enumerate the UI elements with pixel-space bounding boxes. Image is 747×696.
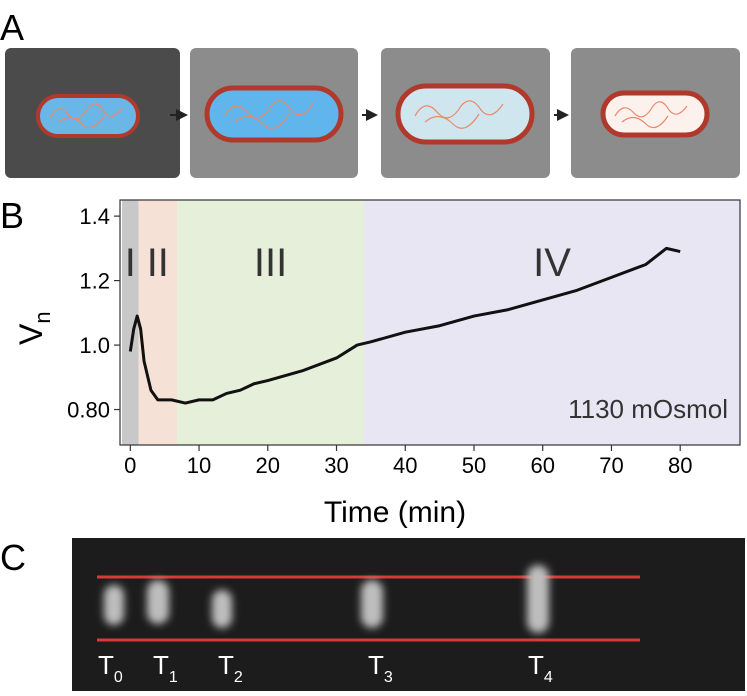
time-label: T4 (528, 650, 553, 686)
y-axis-title-main: V (13, 323, 49, 345)
phase-region (122, 200, 139, 445)
annotation: 1130 mOsmol (568, 394, 728, 424)
x-tick-label: 0 (124, 453, 136, 478)
time-label-main: T (153, 650, 169, 680)
chart: I II III IV0.801.01.21.40 10 20 30 40 50 60 70 80Ti… (13, 199, 741, 529)
phase-label: IV (533, 241, 571, 285)
time-label: T1 (153, 650, 178, 686)
x-tick-label: 10 (187, 453, 211, 478)
phase-region (177, 200, 365, 445)
time-label: T3 (368, 650, 393, 686)
time-label-sub: 2 (234, 669, 243, 686)
x-tick-label: 80 (668, 453, 692, 478)
panel-label: B (0, 195, 24, 236)
phase-region (364, 200, 740, 445)
x-axis-title: Time (min) (324, 496, 466, 529)
y-axis-title: Vn (13, 311, 55, 345)
y-axis-title-sub: n (30, 311, 55, 323)
time-label: T0 (98, 650, 123, 686)
x-tick-label: 40 (393, 453, 417, 478)
phase-label: I (125, 241, 136, 285)
x-tick-label: 70 (599, 453, 623, 478)
x-tick-label: 50 (462, 453, 486, 478)
time-label-main: T (98, 650, 114, 680)
y-tick-label: 1.2 (79, 269, 110, 294)
phase-label: III (254, 241, 287, 285)
time-label-sub: 0 (114, 669, 123, 686)
x-tick-label: 20 (256, 453, 280, 478)
microscopy-image (72, 538, 745, 691)
panel-label: A (0, 7, 24, 48)
phase-region (138, 200, 178, 445)
time-label-sub: 1 (169, 669, 178, 686)
time-label-main: T (528, 650, 544, 680)
time-label-main: T (368, 650, 384, 680)
x-tick-label: 60 (530, 453, 554, 478)
time-labels: T0 T1 T2 T3 T4 (98, 650, 553, 686)
time-label-sub: 4 (544, 669, 553, 686)
y-tick-label: 0.80 (67, 398, 110, 423)
phase-label: II (147, 241, 169, 285)
time-label: T2 (218, 650, 243, 686)
cell-diagram (5, 48, 740, 178)
plot-frame (119, 199, 741, 446)
x-tick-label: 30 (324, 453, 348, 478)
y-tick-label: 1.0 (79, 333, 110, 358)
time-label-sub: 3 (384, 669, 393, 686)
y-tick-label: 1.4 (79, 204, 110, 229)
time-label-main: T (218, 650, 234, 680)
data-line (128, 246, 681, 405)
panel-label: C (0, 537, 26, 578)
